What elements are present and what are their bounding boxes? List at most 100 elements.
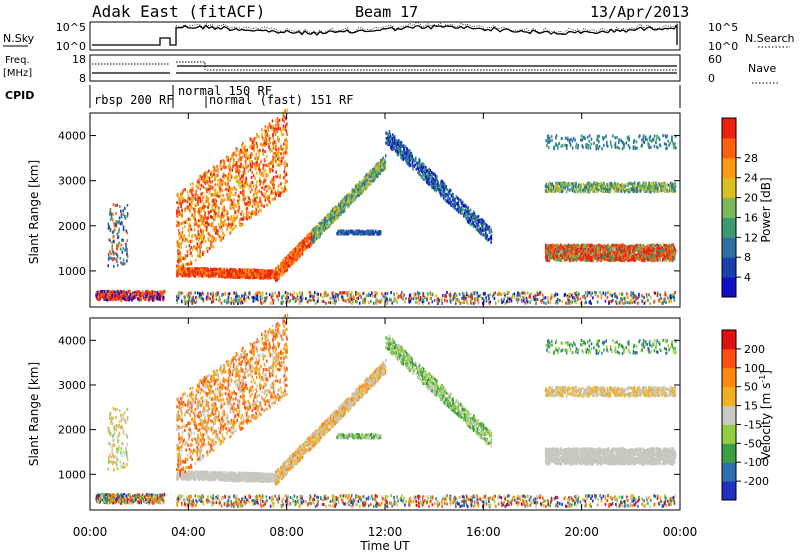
power-cell (426, 170, 428, 173)
power-cell (187, 250, 189, 253)
power-cell (190, 228, 192, 231)
power-cell (270, 181, 272, 184)
power-cell (236, 149, 238, 152)
power-cell (213, 237, 215, 240)
power-cell (457, 197, 459, 200)
power-cell (248, 269, 250, 272)
power-cell (243, 191, 245, 194)
power-cell (454, 198, 456, 201)
power-cell (233, 194, 235, 197)
power-cell (187, 263, 189, 266)
power-cell (412, 157, 414, 160)
power-cell (239, 207, 241, 210)
power-cell (280, 182, 282, 185)
power-cell (401, 152, 403, 155)
power-cell (292, 250, 294, 253)
power-cell (258, 135, 260, 138)
power-cell (177, 252, 179, 255)
power-cell (210, 210, 212, 213)
power-cell (219, 215, 221, 218)
power-cell (188, 224, 190, 227)
power-cell (406, 147, 408, 150)
power-cell (431, 185, 433, 188)
freq-label-2: [MHz] (3, 68, 32, 79)
power-cell (233, 152, 235, 155)
power-cell (444, 198, 446, 201)
power-cell (235, 188, 237, 191)
power-cell (280, 152, 282, 155)
power-cell (250, 212, 252, 215)
power-cell (347, 194, 349, 197)
power-cell (198, 269, 200, 272)
power-cell (265, 185, 267, 188)
power-cell (269, 194, 271, 197)
power-cell (191, 239, 193, 242)
power-cell (425, 176, 427, 179)
power-cell (223, 214, 225, 217)
power-cell (178, 249, 180, 252)
power-cell (188, 195, 190, 198)
power-cell (198, 212, 200, 215)
power-cell (198, 219, 200, 222)
power-cell (253, 144, 255, 147)
power-cell (284, 170, 286, 173)
power-cell (189, 271, 191, 274)
power-cell (286, 163, 288, 166)
power-cell (212, 235, 214, 238)
power-cell (264, 150, 266, 153)
power-cell (176, 209, 178, 212)
power-cell (325, 227, 327, 230)
power-cell (423, 174, 425, 177)
power-cell (338, 213, 340, 216)
power-cell (486, 237, 488, 240)
power-cell (207, 222, 209, 225)
power-cell (191, 262, 193, 265)
power-cell (247, 276, 249, 279)
power-cell (193, 208, 195, 211)
power-cell (274, 188, 276, 191)
power-cell (445, 195, 447, 198)
power-cell (273, 145, 275, 148)
power-cell (198, 254, 200, 257)
power-cell (211, 244, 213, 247)
power-cell (212, 268, 214, 271)
power-cell (244, 145, 246, 148)
power-cell (185, 274, 187, 277)
power-cell (428, 183, 430, 186)
power-cell (358, 230, 360, 233)
power-cell (246, 152, 248, 155)
power-cell (209, 272, 211, 275)
power-cell (441, 180, 443, 183)
power-cell (230, 195, 232, 198)
power-cell (261, 204, 263, 207)
power-cell (246, 213, 248, 216)
power-cell (207, 206, 209, 209)
power-cell (467, 214, 469, 217)
power-cell (234, 152, 236, 155)
power-cell (373, 168, 375, 171)
power-cell (357, 188, 359, 191)
power-cell (253, 185, 255, 188)
power-cell (365, 180, 367, 183)
power-cell (201, 270, 203, 273)
power-cell (229, 271, 231, 274)
power-cell (254, 157, 256, 160)
power-cell (225, 182, 227, 185)
power-cell (374, 171, 376, 174)
power-cell (219, 182, 221, 185)
power-cell (226, 175, 228, 178)
power-cell (211, 176, 213, 179)
power-cell (265, 136, 267, 139)
power-cell (269, 270, 271, 273)
power-cell (194, 196, 196, 199)
power-cell (466, 212, 468, 215)
power-cell (192, 248, 194, 251)
power-cell (195, 193, 197, 196)
power-cell (267, 195, 269, 198)
power-cell (346, 202, 348, 205)
power-cell (221, 226, 223, 229)
power-cell (211, 194, 213, 197)
power-cell (239, 199, 241, 202)
power-cell (337, 216, 339, 219)
power-cell (212, 228, 214, 231)
